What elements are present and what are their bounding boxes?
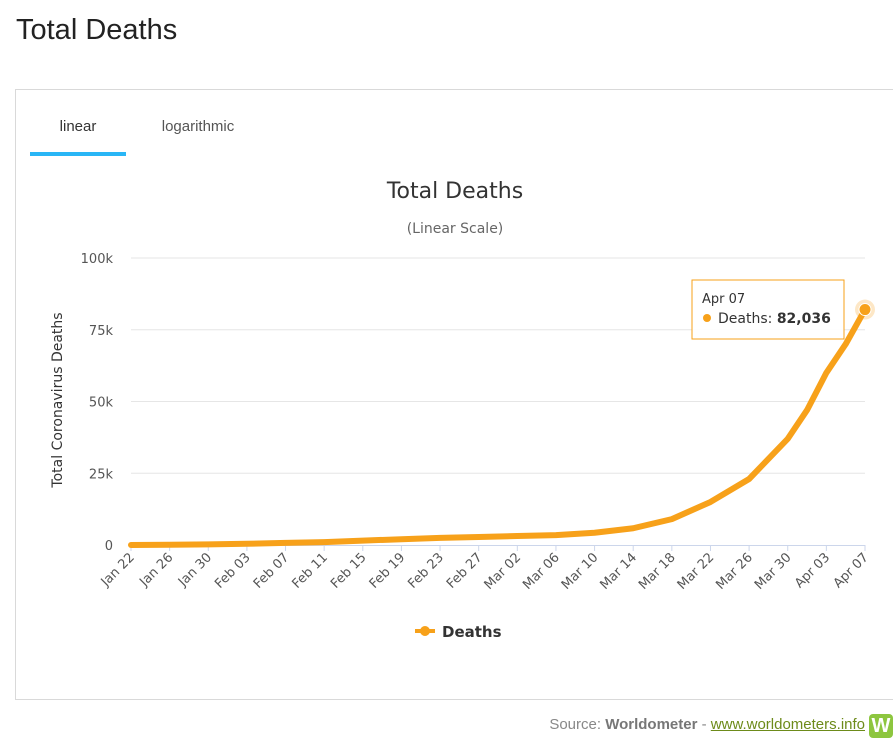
source-prefix: Source:	[549, 716, 606, 733]
y-tick-label: 100k	[81, 252, 114, 267]
tooltip-date: Apr 07	[702, 292, 745, 307]
x-tick-label: Mar 14	[597, 550, 640, 593]
x-tick-label: Mar 22	[675, 550, 718, 593]
chart-panel: linear logarithmic	[15, 89, 893, 700]
tooltip-series-name: Deaths	[718, 311, 768, 327]
x-tick-label: Feb 23	[405, 550, 447, 592]
y-tick-label: 25k	[89, 467, 114, 482]
legend[interactable]: Deaths	[415, 623, 502, 641]
x-tick-label: Jan 26	[136, 550, 176, 590]
source-link[interactable]: www.worldometers.info	[710, 716, 865, 733]
tab-logarithmic[interactable]: logarithmic	[161, 118, 235, 135]
tooltip-box	[691, 279, 845, 340]
source-name: Worldometer	[605, 716, 698, 733]
x-tick-label: Apr 03	[792, 550, 833, 591]
legend-dot-marker	[420, 626, 430, 636]
y-tick-label: 50k	[89, 396, 114, 411]
x-tick-label: Feb 11	[289, 550, 331, 592]
chart-subtitle: (Linear Scale)	[407, 221, 504, 237]
worldometer-logo-icon[interactable]: W	[869, 714, 893, 738]
source-credit: Source: Worldometer - www.worldometers.i…	[549, 716, 865, 733]
x-tick-label: Mar 06	[520, 550, 563, 593]
legend-label-deaths[interactable]: Deaths	[442, 623, 502, 641]
source-separator: -	[697, 716, 711, 733]
x-tick-label: Mar 10	[559, 550, 602, 593]
tooltip: Apr 07 Deaths: 82,036	[691, 279, 845, 340]
series-deaths[interactable]	[128, 299, 875, 548]
chart-title: Total Deaths	[386, 179, 523, 204]
tooltip-value: 82,036	[777, 311, 831, 327]
x-tick-label: Mar 30	[752, 550, 795, 593]
page-title: Total Deaths	[16, 14, 178, 46]
x-tick-label: Feb 03	[212, 550, 254, 592]
x-tick-label: Feb 15	[328, 550, 370, 592]
tooltip-colon: :	[768, 311, 777, 327]
x-tick-label: Jan 22	[98, 550, 138, 590]
y-axis-label: Total Coronavirus Deaths	[50, 312, 66, 488]
tooltip-series-dot	[703, 314, 711, 322]
x-tick-label: Apr 07	[831, 550, 872, 591]
tab-linear[interactable]: linear	[30, 118, 126, 156]
x-tick-label: Mar 26	[713, 550, 756, 593]
hover-point-marker[interactable]	[858, 303, 872, 317]
x-tick-label: Mar 18	[636, 550, 679, 593]
series-line-deaths[interactable]	[128, 306, 868, 548]
y-tick-label: 0	[105, 539, 113, 554]
y-axis-ticks: 0 25k 50k 75k 100k	[81, 252, 114, 554]
x-tick-label: Mar 02	[482, 550, 525, 593]
y-tick-label: 75k	[89, 324, 114, 339]
x-tick-label: Feb 07	[251, 550, 293, 592]
tooltip-series-row: Deaths: 82,036	[718, 311, 831, 327]
x-tick-label: Feb 27	[444, 550, 486, 592]
x-tick-label: Feb 19	[367, 550, 409, 592]
x-tick-label: Jan 30	[175, 550, 215, 590]
